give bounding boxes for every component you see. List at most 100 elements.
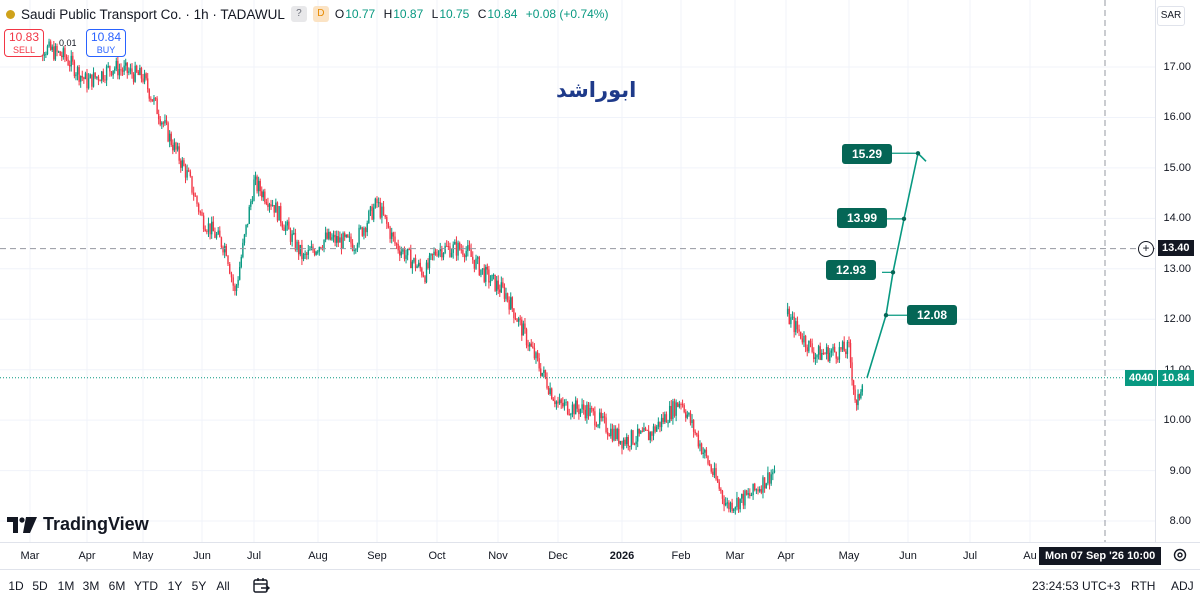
candle-body	[373, 207, 375, 220]
candle-body	[659, 421, 661, 428]
range-button-all[interactable]: All	[216, 579, 230, 593]
range-button-3m[interactable]: 3M	[82, 579, 100, 593]
candle-body	[832, 346, 834, 351]
adjust-toggle[interactable]: ADJ	[1171, 579, 1194, 593]
candle-body	[664, 414, 666, 422]
range-button-5d[interactable]: 5D	[32, 579, 48, 593]
candle-body	[586, 404, 588, 419]
sell-button[interactable]: 10.83 SELL	[4, 29, 44, 57]
candle-body	[387, 223, 390, 228]
candle-body	[594, 411, 596, 426]
candle-body	[70, 55, 72, 67]
candle-body	[184, 165, 187, 178]
candle-body	[603, 416, 606, 418]
candle-body	[87, 78, 90, 89]
info-badge[interactable]: ?	[290, 6, 307, 22]
candle-body	[350, 236, 352, 244]
candle-body	[660, 417, 663, 428]
range-button-6m[interactable]: 6M	[108, 579, 126, 593]
candle-body	[715, 468, 717, 479]
price-axis[interactable]: 17.0016.0015.0014.0013.0012.0011.0010.00…	[1155, 0, 1200, 542]
tradingview-logo[interactable]: TradingView	[7, 514, 149, 535]
candle-body	[462, 249, 464, 255]
settings-icon[interactable]	[1172, 547, 1188, 563]
candle-body	[835, 351, 837, 359]
symbol-title[interactable]: Saudi Public Transport Co. · 1h · TADAWU…	[21, 6, 285, 22]
target-point-4	[915, 151, 921, 156]
candle-body	[91, 74, 93, 87]
candle-body	[61, 55, 63, 58]
candle-body	[636, 428, 639, 442]
target-label-3[interactable]: 12.93	[826, 260, 877, 280]
currency-button[interactable]: SAR	[1157, 6, 1185, 26]
clock-display[interactable]: 23:24:53 UTC+3	[1032, 579, 1121, 593]
candle-body	[616, 428, 618, 440]
candle-body	[430, 253, 432, 256]
candle-body	[46, 46, 49, 55]
candle-body	[598, 412, 601, 425]
candle-body	[733, 509, 735, 512]
candle-body	[306, 253, 308, 255]
candle-body	[421, 268, 423, 276]
candle-body	[324, 232, 327, 240]
chart-annotation-text[interactable]: ابوراشد	[556, 78, 637, 102]
price-chart[interactable]	[0, 0, 1155, 542]
candle-body	[514, 318, 517, 320]
candle-body	[712, 471, 714, 476]
candle-body	[614, 428, 617, 440]
candle-body	[162, 122, 165, 124]
candle-body	[358, 227, 360, 245]
candle-body	[857, 394, 859, 406]
target-label-1[interactable]: 15.29	[842, 144, 893, 164]
candle-body	[592, 408, 594, 412]
candle-body	[720, 488, 722, 491]
candle-body	[726, 502, 728, 504]
price-change: +0.08 (+0.74%)	[525, 7, 609, 21]
candle-body	[595, 425, 598, 427]
range-button-1y[interactable]: 1Y	[167, 579, 183, 593]
session-toggle[interactable]: RTH	[1131, 579, 1156, 593]
last-price-tag: 10.84	[1158, 370, 1194, 386]
candle-body	[495, 280, 498, 291]
target-label-2[interactable]: 13.99	[837, 208, 888, 228]
candle-body	[851, 362, 853, 381]
candle-body	[343, 233, 346, 237]
time-tick-label: Jun	[193, 550, 211, 562]
candle-body	[65, 56, 68, 60]
candle-body	[852, 380, 855, 390]
target-point-2	[890, 270, 896, 275]
candle-body	[486, 266, 489, 270]
price-tick-label: 9.00	[1169, 464, 1191, 477]
price-tick-label: 16.00	[1163, 111, 1191, 124]
target-label-4[interactable]: 12.08	[907, 305, 958, 325]
add-alert-icon[interactable]: +	[1138, 241, 1154, 257]
range-button-1d[interactable]: 1D	[8, 579, 24, 593]
time-tick-label: Feb	[671, 550, 691, 562]
range-button-1m[interactable]: 1M	[57, 579, 75, 593]
candle-body	[855, 400, 858, 406]
candle-body	[804, 335, 807, 348]
candle-body	[381, 206, 383, 218]
time-axis[interactable]: Mar Apr May Jun Jul Aug Sep Oct Nov Dec 2026 Feb Mar…	[0, 542, 1200, 569]
candle-body	[110, 71, 113, 76]
candle-body	[821, 352, 823, 360]
candle-body	[96, 76, 98, 78]
time-tick-label: Jul	[962, 550, 978, 562]
time-tick-label: Apr	[777, 550, 795, 562]
dividend-badge[interactable]: D	[312, 6, 329, 22]
candle-body	[353, 250, 355, 252]
buy-button[interactable]: 10.84 BUY	[86, 29, 126, 57]
candle-body	[294, 232, 297, 250]
chart-area[interactable]	[0, 0, 1155, 542]
candle-body	[667, 422, 669, 424]
candle-body	[472, 256, 474, 260]
candle-body	[366, 223, 368, 233]
price-tick-label: 8.00	[1169, 515, 1191, 528]
range-button-5y[interactable]: 5Y	[191, 579, 207, 593]
candle-body	[621, 440, 623, 449]
candle-body	[439, 248, 441, 252]
date-range-calendar-icon[interactable]	[252, 577, 270, 595]
range-button-ytd[interactable]: YTD	[134, 579, 158, 593]
price-tick-label: 10.00	[1163, 414, 1191, 427]
candle-body	[458, 242, 461, 250]
